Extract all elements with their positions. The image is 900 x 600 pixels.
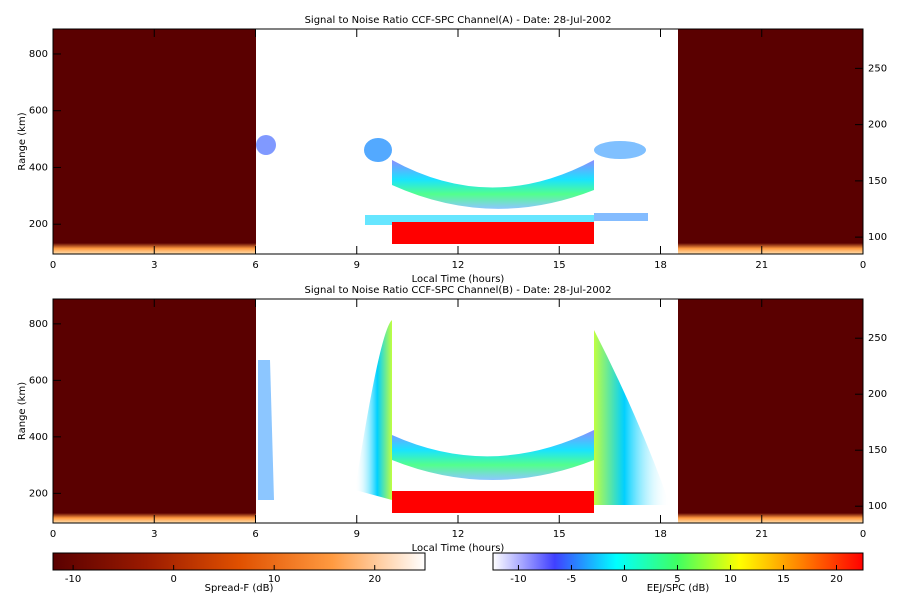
y2-tick-label: 200 (868, 120, 887, 131)
colorbar-label: EEJ/SPC (dB) (647, 583, 710, 594)
y2-tick-label: 100 (868, 232, 887, 243)
chart-title: Signal to Noise Ratio CCF-SPC Channel(B)… (305, 285, 612, 296)
y-tick-label: 600 (29, 375, 48, 386)
y-tick-label: 200 (29, 488, 48, 499)
y-tick-label: 800 (29, 49, 48, 60)
x-tick-label: 15 (553, 260, 566, 271)
x-tick-label: 3 (151, 260, 157, 271)
x-axis-label: Local Time (hours) (412, 274, 505, 285)
x-tick-label: 18 (654, 529, 667, 540)
colorbar-tick-label: -5 (566, 574, 576, 585)
colorbar-tick-label: 20 (368, 574, 381, 585)
x-tick-label: 21 (755, 260, 768, 271)
colorbar-tick-label: -10 (510, 574, 526, 585)
y-tick-label: 800 (29, 319, 48, 330)
x-tick-label: 12 (452, 529, 465, 540)
x-tick-label: 6 (252, 529, 258, 540)
y2-tick-label: 200 (868, 389, 887, 400)
x-tick-label: 9 (354, 260, 360, 271)
colorbar-tick-label: 10 (724, 574, 737, 585)
colorbar-tick-label: 20 (830, 574, 843, 585)
x-tick-label: 21 (755, 529, 768, 540)
colorbar-tick-label: -10 (65, 574, 81, 585)
y-tick-label: 600 (29, 106, 48, 117)
y-tick-label: 200 (29, 219, 48, 230)
x-tick-label: 6 (252, 260, 258, 271)
colorbar-tick-label: 0 (170, 574, 176, 585)
x-tick-label: 0 (50, 529, 56, 540)
y2-tick-label: 250 (868, 333, 887, 344)
heatmap-b (53, 299, 863, 523)
x-tick-label: 12 (452, 260, 465, 271)
x-tick-label: 0 (860, 260, 866, 271)
x-tick-label: 0 (50, 260, 56, 271)
colorbar-tick-label: 15 (777, 574, 790, 585)
x-tick-label: 15 (553, 529, 566, 540)
x-tick-label: 0 (860, 529, 866, 540)
x-tick-label: 9 (354, 529, 360, 540)
colorbar (52, 552, 426, 571)
y-tick-label: 400 (29, 432, 48, 443)
y-axis-label: Range (km) (17, 382, 28, 440)
y2-tick-label: 150 (868, 176, 887, 187)
colorbar-label: Spread-F (dB) (205, 583, 274, 594)
chart-title: Signal to Noise Ratio CCF-SPC Channel(A)… (305, 15, 612, 26)
x-tick-label: 3 (151, 529, 157, 540)
y2-tick-label: 250 (868, 63, 887, 74)
y-tick-label: 400 (29, 162, 48, 173)
colorbar (492, 552, 864, 571)
x-axis-label: Local Time (hours) (412, 543, 505, 554)
colorbar-tick-label: 10 (268, 574, 281, 585)
colorbar-tick-label: 5 (674, 574, 680, 585)
colorbar-tick-label: 0 (621, 574, 627, 585)
x-tick-label: 18 (654, 260, 667, 271)
y-axis-label: Range (km) (17, 112, 28, 170)
y2-tick-label: 150 (868, 445, 887, 456)
y2-tick-label: 100 (868, 501, 887, 512)
heatmap-a (53, 29, 863, 254)
